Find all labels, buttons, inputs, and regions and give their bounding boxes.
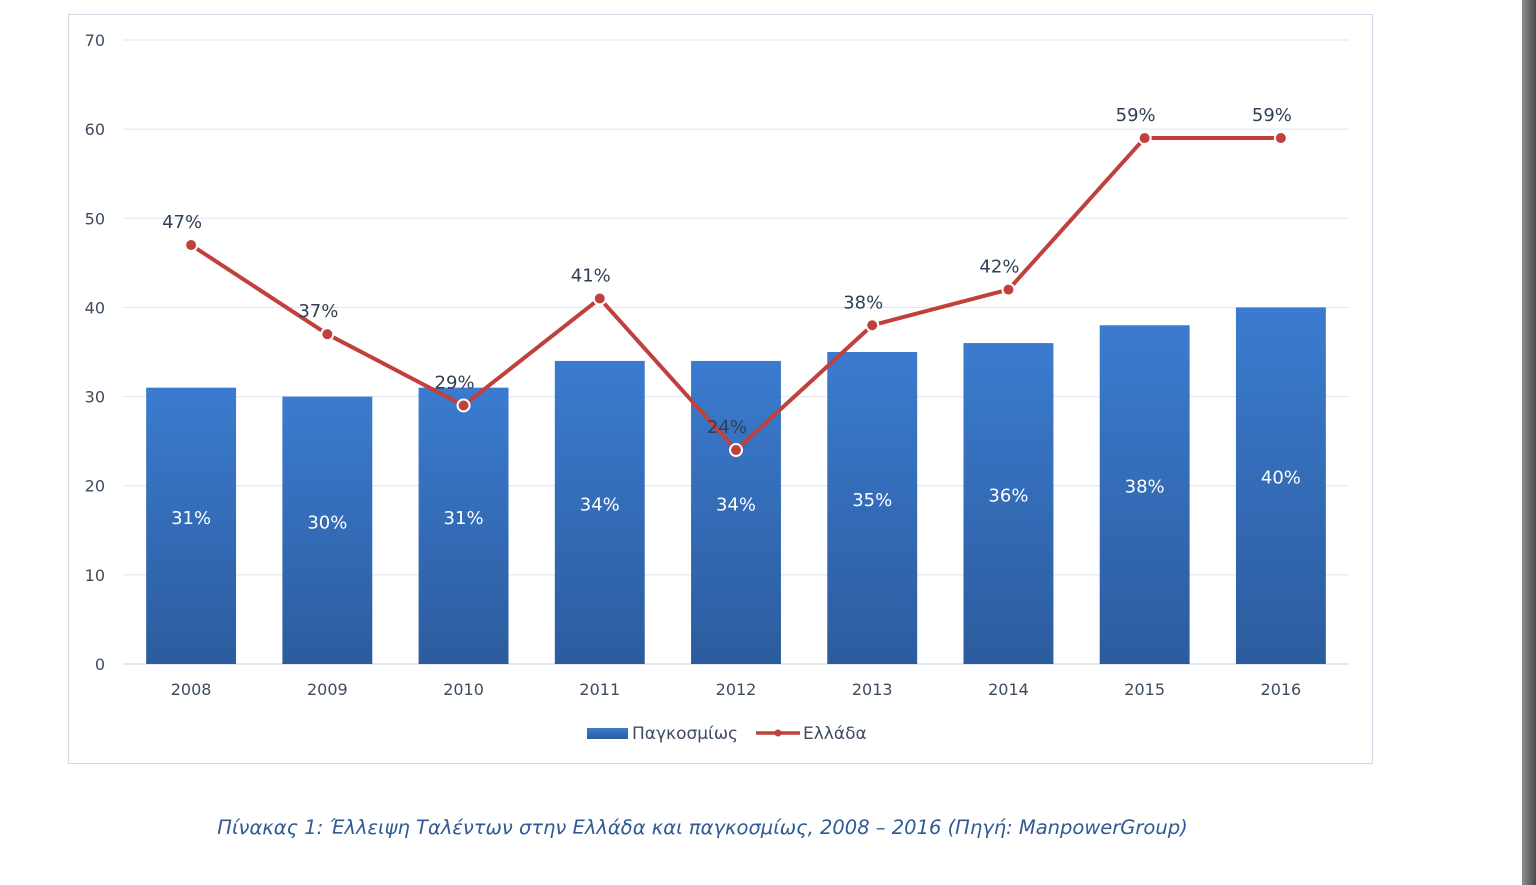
line-marker	[320, 327, 335, 342]
bar	[418, 387, 509, 664]
y-tick-label: 50	[85, 209, 105, 228]
line-marker	[1273, 131, 1288, 146]
x-tick-label: 2013	[852, 680, 893, 699]
x-tick-label: 2009	[307, 680, 348, 699]
line-marker	[1001, 282, 1016, 297]
legend-swatch-bar	[587, 728, 628, 739]
line-marker	[865, 318, 880, 333]
line-data-label: 59%	[1116, 105, 1156, 126]
window-edge	[1522, 0, 1536, 885]
line-data-label: 59%	[1252, 105, 1292, 126]
line-data-label: 24%	[707, 417, 747, 438]
line-marker	[729, 443, 743, 458]
legend: Παγκοσμίως Ελλάδα	[587, 724, 867, 744]
y-tick-label: 10	[85, 566, 105, 585]
bar-data-label: 34%	[716, 494, 756, 515]
x-tick-label: 2011	[579, 680, 620, 699]
figure-caption: Πίνακας 1: Έλλειψη Ταλέντων στην Ελλάδα …	[217, 816, 1188, 839]
line-data-label: 37%	[298, 301, 338, 322]
line-marker	[1137, 131, 1152, 146]
legend-label-line: Ελλάδα	[803, 724, 867, 744]
bar-data-label: 31%	[171, 508, 211, 529]
x-tick-label: 2016	[1261, 680, 1302, 699]
line-data-label: 47%	[162, 212, 202, 233]
combo-chart: 0 10 20 30 40 50 60 70 31% 30% 31% 34% 34% 35% 36% 38%…	[85, 31, 1349, 744]
line-marker	[184, 238, 199, 253]
line-data-label: 42%	[979, 257, 1019, 278]
bar	[146, 387, 237, 664]
x-tick-label: 2012	[716, 680, 757, 699]
bar-data-label: 40%	[1261, 468, 1301, 489]
y-tick-label: 40	[85, 298, 105, 317]
bar	[691, 360, 781, 664]
bar	[1099, 325, 1190, 664]
y-tick-label: 60	[85, 120, 105, 139]
legend-marker	[774, 729, 782, 737]
bar-data-label: 31%	[444, 508, 484, 529]
x-tick-label: 2010	[443, 680, 484, 699]
y-tick-label: 70	[85, 31, 105, 50]
bar	[827, 352, 918, 664]
bar-data-label: 35%	[852, 490, 892, 511]
y-tick-label: 30	[85, 388, 105, 407]
bar-data-label: 36%	[988, 486, 1028, 507]
bar-data-label: 34%	[580, 494, 620, 515]
line-data-label: 38%	[843, 292, 883, 313]
line-marker	[456, 398, 471, 413]
bar	[554, 360, 645, 664]
legend-label-bar: Παγκοσμίως	[632, 724, 738, 744]
bar	[963, 343, 1054, 664]
x-tick-label: 2015	[1124, 680, 1165, 699]
bar	[282, 396, 373, 664]
line-data-label: 29%	[435, 372, 475, 393]
x-tick-label: 2014	[988, 680, 1029, 699]
bar	[1235, 307, 1326, 664]
bar-data-label: 30%	[307, 512, 347, 533]
y-tick-label: 0	[95, 655, 105, 674]
chart-frame: 0 10 20 30 40 50 60 70 31% 30% 31% 34% 34% 35% 36% 38%…	[68, 14, 1373, 764]
y-tick-label: 20	[85, 477, 105, 496]
x-tick-label: 2008	[171, 680, 212, 699]
line-data-label: 41%	[571, 266, 611, 287]
line-marker	[592, 291, 607, 306]
bar-data-label: 38%	[1125, 477, 1165, 498]
